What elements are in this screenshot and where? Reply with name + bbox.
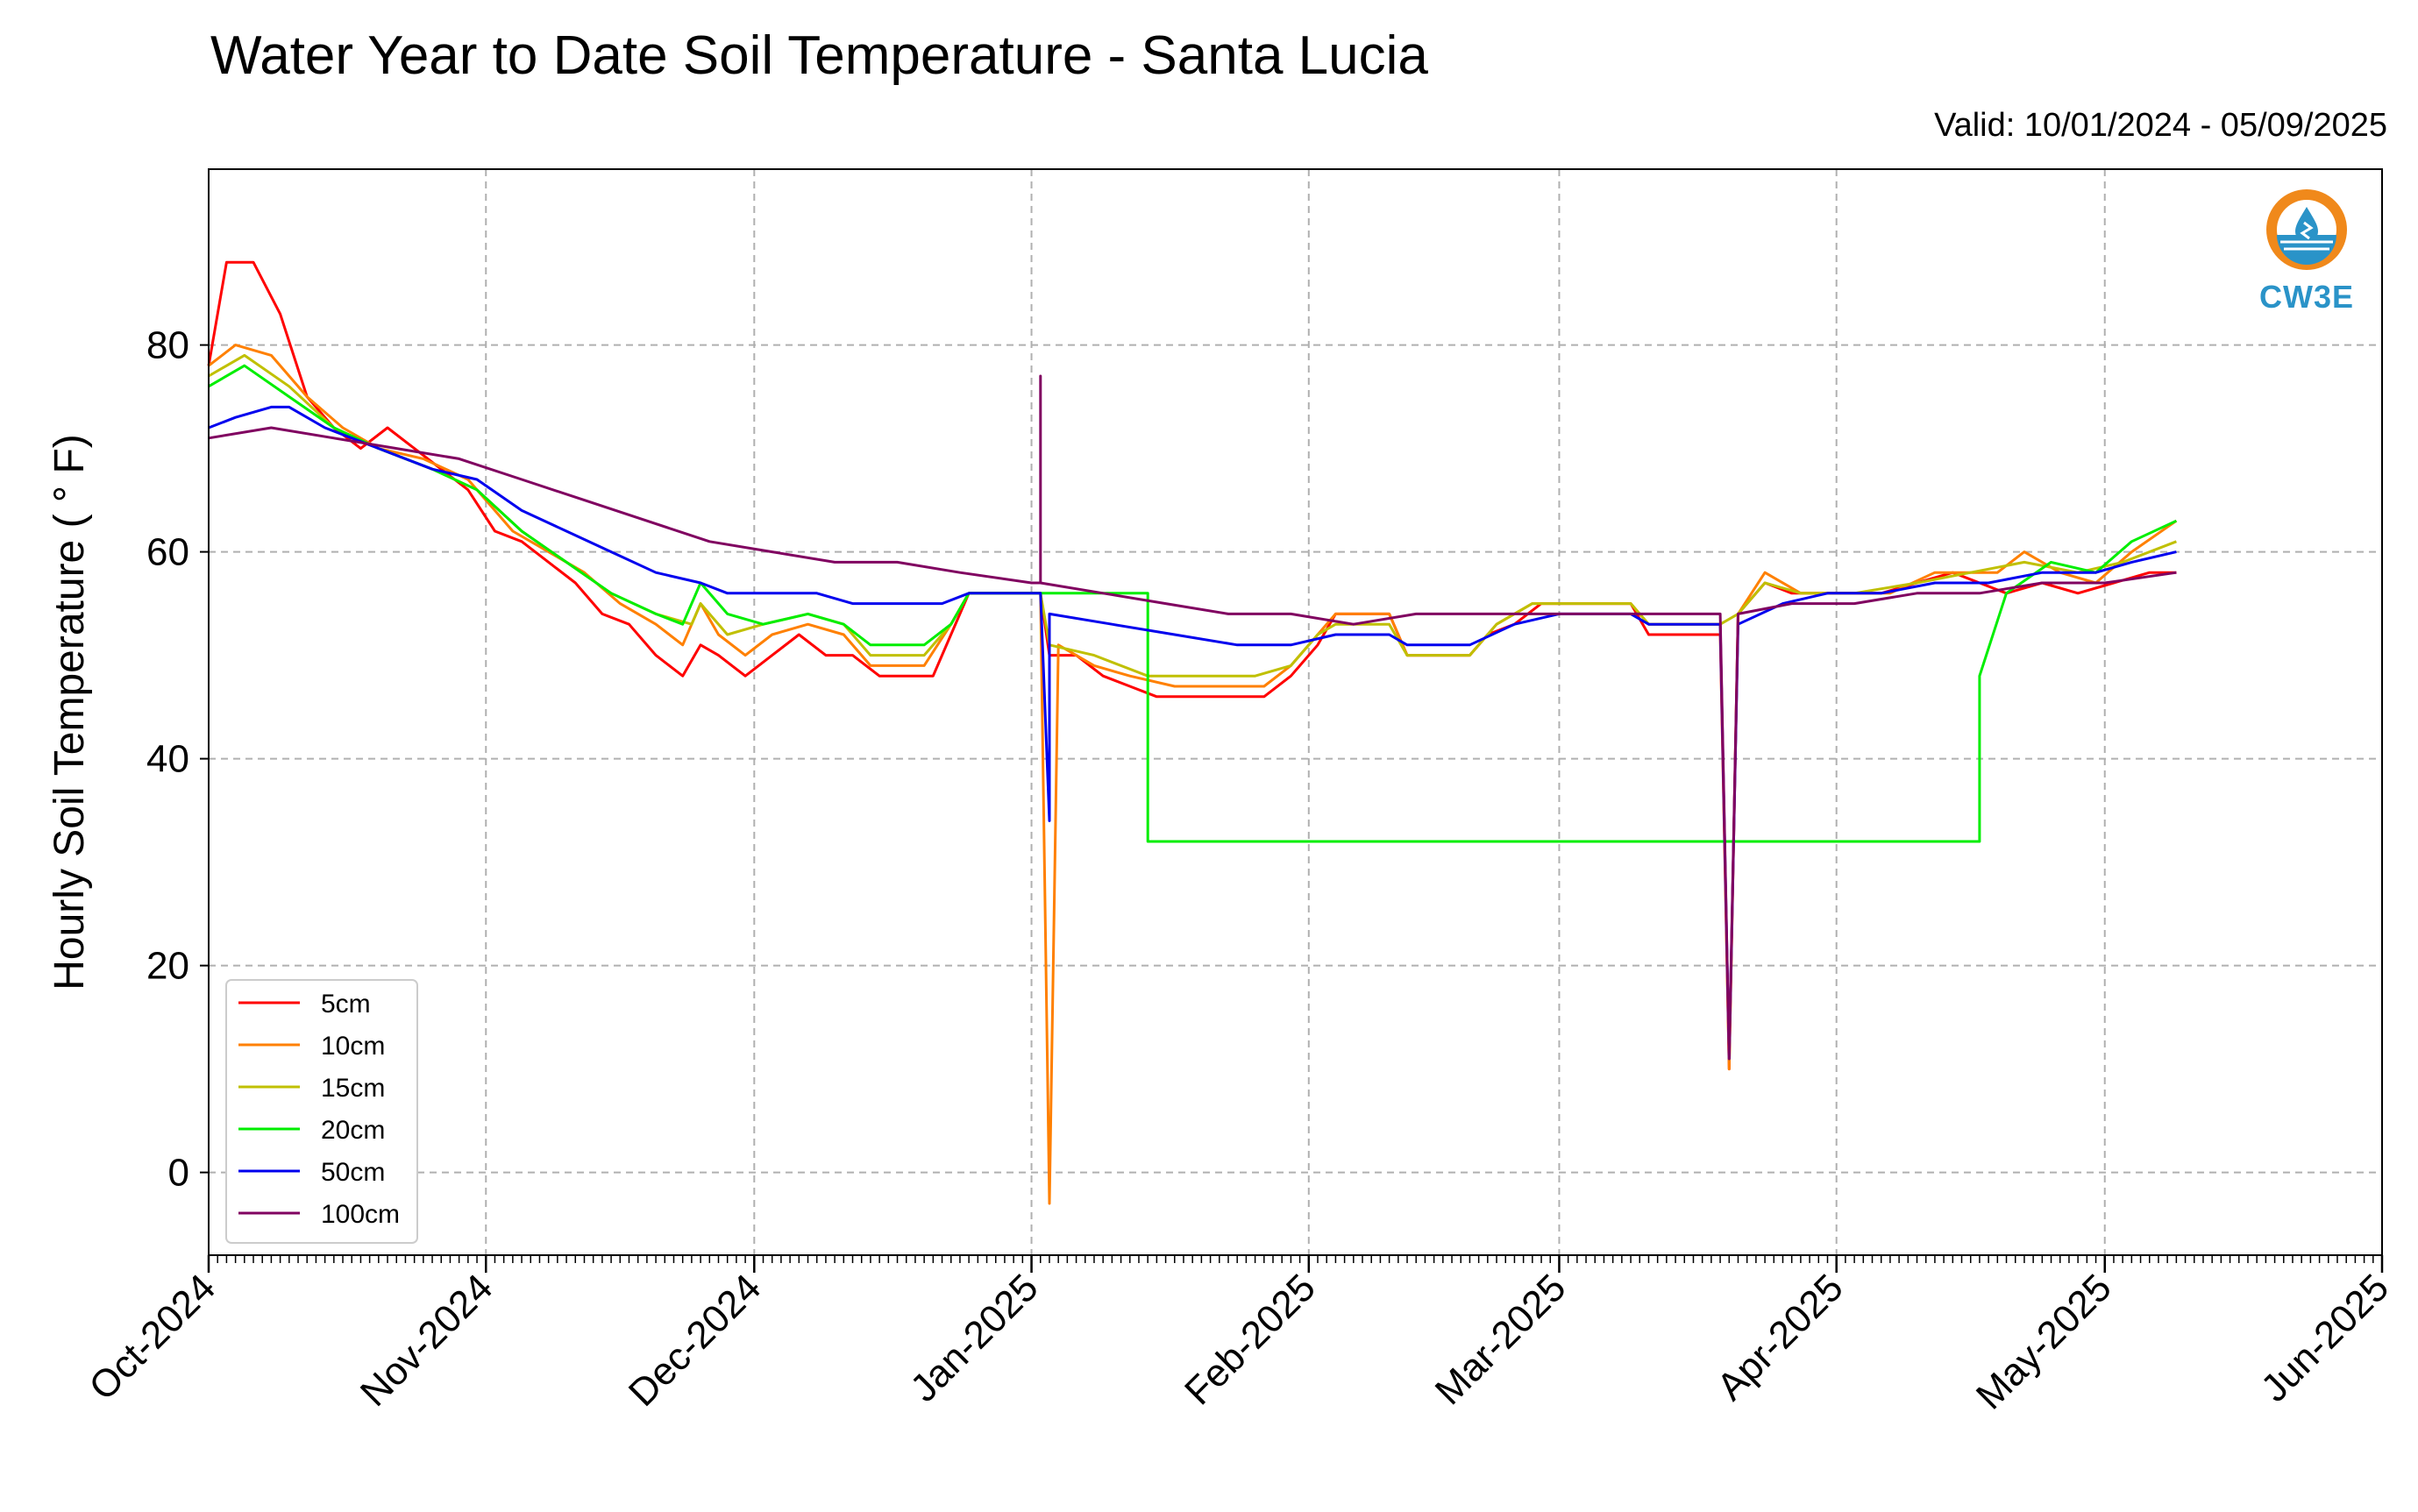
plot-frame xyxy=(208,168,2383,1256)
y-axis-label: Hourly Soil Temperature ( ° F) xyxy=(46,434,93,990)
x-tick-label: Feb-2025 xyxy=(1177,1266,1324,1413)
legend-label: 15cm xyxy=(321,1074,385,1103)
cw3e-logo: CW3E xyxy=(2241,184,2372,324)
valid-date-range: Valid: 10/01/2024 - 05/09/2025 xyxy=(1934,107,2387,144)
x-tick-label: Nov-2024 xyxy=(352,1266,501,1415)
y-tick-label: 40 xyxy=(146,738,189,781)
legend-label: 5cm xyxy=(321,990,371,1019)
chart-title: Water Year to Date Soil Temperature - Sa… xyxy=(210,25,1428,86)
series-line-20cm xyxy=(208,364,2178,843)
series-line-5cm xyxy=(207,260,2177,1071)
y-tick-label: 0 xyxy=(168,1152,189,1195)
logo-text: CW3E xyxy=(2258,279,2354,315)
legend-label: 50cm xyxy=(321,1158,385,1187)
series-line-50cm xyxy=(208,405,2177,1061)
x-tick-label: Mar-2025 xyxy=(1427,1266,1575,1413)
legend-label: 20cm xyxy=(321,1116,385,1145)
series-line-100cm xyxy=(208,374,2177,1061)
legend-label: 100cm xyxy=(321,1200,400,1229)
water-drop-logo-icon xyxy=(2266,189,2347,270)
x-tick-label: Apr-2025 xyxy=(1709,1266,1852,1409)
x-tick-label: Jan-2025 xyxy=(902,1266,1046,1409)
y-tick-label: 80 xyxy=(146,324,189,367)
y-tick-label: 20 xyxy=(146,945,189,988)
x-tick-label: Oct-2024 xyxy=(81,1266,224,1409)
legend-label: 10cm xyxy=(321,1032,385,1061)
x-tick-label: May-2025 xyxy=(1968,1266,2120,1417)
x-tick-label: Jun-2025 xyxy=(2253,1266,2397,1409)
x-tick-label: Dec-2024 xyxy=(621,1266,770,1415)
y-tick-label: 60 xyxy=(146,531,189,574)
